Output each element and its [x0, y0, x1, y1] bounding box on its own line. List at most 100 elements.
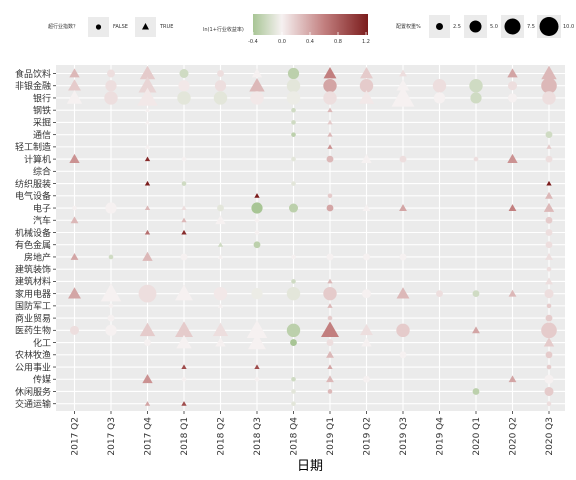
data-point-circle — [105, 80, 117, 92]
y-tick-label: 计算机 — [24, 153, 51, 165]
data-point-triangle — [215, 337, 226, 347]
data-point-circle — [287, 67, 300, 80]
y-tick-label: 农林牧渔 — [15, 349, 51, 361]
data-point-circle — [291, 132, 296, 137]
data-point-circle — [326, 253, 334, 261]
data-point-circle — [291, 107, 296, 113]
data-point-triangle — [144, 229, 151, 235]
data-point-triangle — [69, 153, 80, 163]
data-point-triangle — [68, 287, 81, 299]
size-legend-circle-icon — [504, 18, 521, 35]
data-point-triangle — [217, 242, 224, 247]
data-point-triangle — [543, 202, 555, 212]
y-tick-label: 房地产 — [24, 251, 51, 263]
x-axis: 2017 Q2 2017 Q3 2017 Q4 2018 Q1 2018 Q2 2018 … — [71, 411, 555, 456]
data-point-circle — [327, 193, 333, 199]
data-point-circle — [254, 230, 260, 235]
data-point-triangle — [175, 321, 193, 338]
data-point-circle — [546, 401, 552, 407]
data-point-triangle — [144, 119, 151, 125]
size-legend-circle-icon — [469, 20, 482, 33]
data-point-triangle — [144, 156, 151, 162]
data-point-circle — [251, 202, 263, 214]
y-tick-label: 机械设备 — [15, 227, 51, 239]
y-tick-label: 化工 — [33, 337, 51, 349]
shape-legend-circle-icon — [95, 24, 102, 30]
data-point-circle — [105, 324, 117, 336]
data-point-circle — [70, 325, 79, 335]
data-point-triangle — [138, 76, 157, 93]
color-legend-tick-label: 0.4 — [306, 39, 314, 45]
y-tick-label: 食品饮料 — [15, 68, 51, 80]
data-point-triangle — [361, 337, 372, 347]
data-point-triangle — [66, 90, 83, 104]
y-tick-label: 轻工制造 — [15, 141, 51, 153]
x-tick-label: 2020 Q3 — [545, 417, 555, 456]
data-point-circle — [181, 181, 187, 186]
data-point-circle — [363, 375, 370, 383]
x-tick-label: 2018 Q3 — [253, 417, 263, 456]
y-tick-label: 医药生物 — [15, 325, 51, 337]
data-point-triangle — [246, 320, 268, 339]
data-point-triangle — [546, 144, 552, 149]
plot-panel — [56, 65, 565, 411]
data-point-triangle — [321, 321, 339, 338]
data-point-circle — [144, 339, 151, 346]
data-point-circle — [291, 279, 296, 284]
data-point-circle — [181, 376, 187, 382]
shape-legend-title: 超行业指数？ — [48, 23, 78, 30]
data-point-circle — [545, 216, 553, 224]
data-points — [66, 65, 557, 407]
data-point-triangle — [327, 278, 333, 284]
data-point-circle — [217, 70, 224, 77]
y-tick-label: 交通运输 — [15, 398, 51, 410]
data-point-triangle — [254, 193, 260, 198]
data-point-circle — [508, 81, 517, 91]
data-point-circle — [545, 131, 553, 139]
data-point-triangle — [144, 107, 151, 113]
data-point-triangle — [139, 65, 156, 80]
data-point-triangle — [543, 337, 555, 347]
data-point-circle — [286, 286, 301, 301]
y-tick-label: 建筑材料 — [15, 276, 51, 288]
data-point-circle — [138, 284, 157, 303]
data-point-triangle — [327, 119, 333, 125]
y-tick-label: 纺织服装 — [15, 178, 51, 190]
y-tick-label: 汽车 — [33, 215, 51, 227]
data-point-circle — [286, 323, 301, 338]
data-point-circle — [291, 389, 296, 394]
gridlines — [56, 65, 565, 411]
data-point-circle — [108, 254, 114, 260]
data-point-triangle — [69, 68, 80, 78]
data-point-triangle — [251, 68, 263, 78]
data-point-triangle — [139, 322, 156, 337]
data-point-triangle — [249, 78, 265, 92]
data-point-circle — [470, 92, 482, 104]
data-point-triangle — [361, 153, 372, 163]
data-point-circle — [108, 303, 114, 309]
data-point-circle — [399, 253, 407, 261]
data-point-triangle — [323, 67, 337, 79]
x-tick-label: 2018 Q2 — [217, 417, 227, 456]
data-point-circle — [179, 69, 189, 78]
y-tick-label: 有色金属 — [15, 239, 51, 251]
data-point-circle — [546, 266, 552, 272]
data-point-triangle — [137, 87, 158, 106]
y-tick-label: 电子 — [33, 202, 51, 214]
data-point-circle — [107, 69, 115, 78]
data-point-circle — [291, 181, 296, 186]
data-point-triangle — [508, 204, 517, 211]
y-tick-label: 综合 — [33, 166, 51, 178]
data-point-circle — [217, 204, 224, 212]
data-point-circle — [544, 374, 554, 384]
y-tick-label: 建筑装饰 — [15, 263, 51, 275]
x-tick-label: 2019 Q3 — [399, 417, 409, 456]
size-legend-label: 7.5 — [527, 24, 535, 30]
data-point-circle — [291, 401, 296, 407]
x-tick-label: 2019 Q2 — [363, 417, 373, 456]
data-point-circle — [469, 79, 483, 93]
data-point-triangle — [541, 65, 557, 80]
data-point-circle — [291, 254, 296, 260]
data-point-triangle — [215, 215, 226, 225]
data-point-circle — [473, 156, 479, 162]
